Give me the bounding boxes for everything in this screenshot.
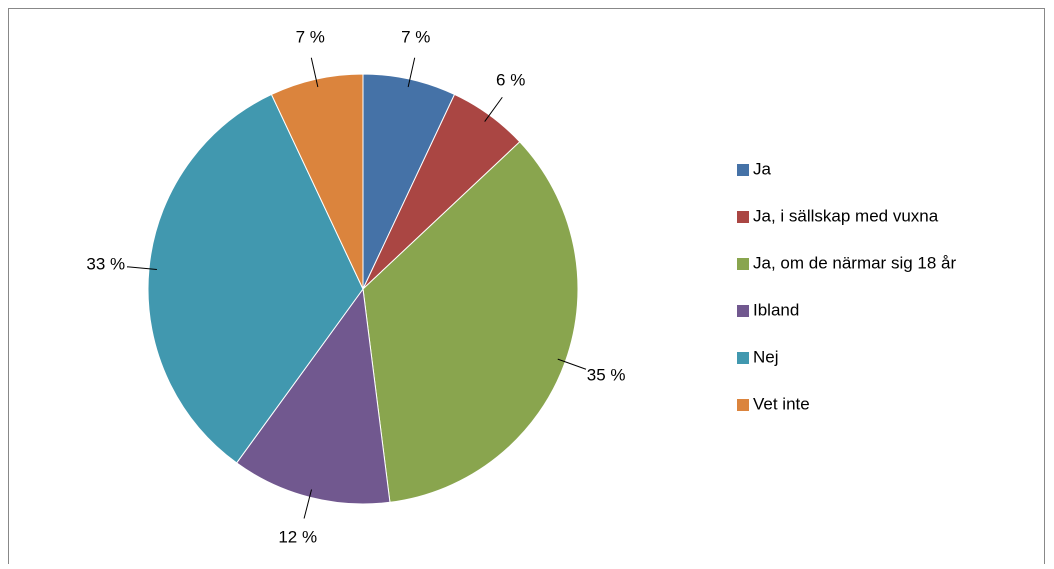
data-label: 12 %: [278, 527, 317, 546]
legend-label: Ja, i sällskap med vuxna: [753, 206, 939, 225]
data-label: 7 %: [401, 28, 430, 47]
legend-swatch: [737, 211, 749, 223]
leader-line: [557, 358, 587, 370]
legend-label: Ja, om de närmar sig 18 år: [753, 253, 956, 272]
legend-label: Ja: [753, 159, 772, 178]
leader-line: [407, 57, 416, 88]
data-label: 35 %: [587, 366, 626, 385]
data-label: 33 %: [86, 254, 125, 273]
leader-line: [127, 266, 157, 271]
legend-swatch: [737, 305, 749, 317]
legend-swatch: [737, 258, 749, 270]
legend-label: Nej: [753, 347, 779, 366]
data-label: 6 %: [496, 71, 525, 90]
leader-line: [310, 57, 319, 88]
data-label: 7 %: [296, 28, 325, 47]
legend-swatch: [737, 352, 749, 364]
legend-swatch: [737, 399, 749, 411]
legend-label: Vet inte: [753, 394, 810, 413]
legend-label: Ibland: [753, 300, 799, 319]
legend-swatch: [737, 164, 749, 176]
leader-line: [484, 96, 503, 122]
leader-line: [303, 489, 313, 519]
